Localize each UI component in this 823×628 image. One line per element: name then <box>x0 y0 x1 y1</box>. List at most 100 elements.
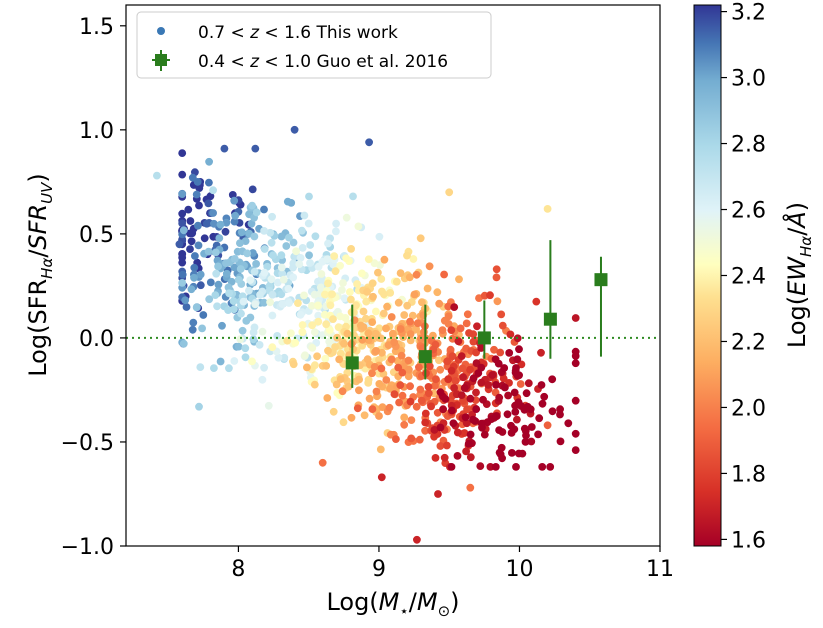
scatter-point <box>358 269 366 278</box>
scatter-point <box>403 251 411 260</box>
scatter-point <box>363 288 371 296</box>
scatter-point <box>444 302 453 311</box>
scatter-point <box>460 429 469 437</box>
scatter-point <box>522 389 531 398</box>
scatter-point <box>258 375 267 384</box>
scatter-point <box>432 375 440 384</box>
scatter-point <box>543 421 552 430</box>
scatter-point <box>347 295 355 304</box>
scatter-point <box>386 384 394 393</box>
scatter-point <box>278 300 287 308</box>
scatter-point <box>274 353 283 362</box>
scatter-point <box>513 355 522 364</box>
scatter-point <box>300 211 309 220</box>
scatter-point <box>339 279 347 287</box>
scatter-point <box>237 309 245 318</box>
scatter-point <box>355 386 363 395</box>
scatter-point <box>263 262 272 271</box>
scatter-point <box>571 446 580 454</box>
scatter-point <box>508 449 516 457</box>
guo-point <box>418 350 432 364</box>
scatter-point <box>314 317 323 326</box>
scatter-point <box>292 247 300 256</box>
scatter-point <box>246 276 255 284</box>
scatter-point <box>234 275 243 284</box>
scatter-point <box>268 343 277 352</box>
scatter-point <box>523 402 532 411</box>
scatter-point <box>360 411 369 420</box>
scatter-point <box>486 291 494 300</box>
scatter-point <box>269 251 277 260</box>
scatter-point <box>338 387 347 396</box>
scatter-point <box>329 407 338 416</box>
scatter-point <box>476 462 485 470</box>
guo-point <box>594 273 608 287</box>
scatter-point <box>215 234 224 243</box>
scatter-point <box>524 379 533 388</box>
scatter-point <box>250 232 259 241</box>
scatter-point <box>231 211 240 220</box>
scatter-point <box>222 218 231 227</box>
scatter-point <box>516 380 525 388</box>
scatter-point <box>310 380 319 389</box>
scatter-point <box>445 188 454 197</box>
scatter-point <box>506 330 515 339</box>
scatter-point <box>500 364 509 372</box>
scatter-point <box>196 281 205 290</box>
scatter-point <box>532 297 541 306</box>
colorbar-tick-label: 2.2 <box>731 330 766 355</box>
scatter-point <box>222 259 230 267</box>
scatter-point <box>396 269 405 277</box>
scatter-point <box>386 430 395 439</box>
scatter-point <box>548 375 557 384</box>
scatter-point <box>410 290 419 299</box>
scatter-point <box>230 217 239 226</box>
scatter-point <box>450 384 458 392</box>
scatter-point <box>424 389 433 398</box>
scatter-point <box>321 290 329 299</box>
scatter-point <box>396 381 405 389</box>
scatter-point <box>396 325 405 333</box>
scatter-point <box>375 380 384 388</box>
scatter-point <box>392 277 401 286</box>
legend-box <box>136 11 492 79</box>
scatter-point <box>375 356 383 364</box>
scatter-point <box>230 305 238 314</box>
scatter-point <box>424 383 433 391</box>
plot-frame <box>125 4 661 547</box>
scatter-point <box>338 286 346 294</box>
scatter-point <box>189 318 198 327</box>
scatter-point <box>277 232 286 241</box>
scatter-point <box>248 357 256 366</box>
scatter-point <box>186 245 194 254</box>
scatter-point <box>546 463 555 471</box>
scatter-point <box>229 297 238 305</box>
scatter-point <box>501 383 509 392</box>
scatter-point <box>182 303 191 311</box>
scatter-point <box>421 409 430 418</box>
scatter-point <box>318 458 327 467</box>
scatter-point <box>444 320 453 328</box>
scatter-point <box>236 239 244 248</box>
scatter-point <box>425 362 434 371</box>
scatter-point <box>494 359 503 368</box>
scatter-point <box>433 288 442 297</box>
scatter-point <box>374 268 382 277</box>
scatter-point <box>390 390 399 398</box>
scatter-point <box>323 255 332 263</box>
scatter-point <box>224 306 233 314</box>
scatter-point <box>260 205 268 214</box>
scatter-point <box>444 375 453 384</box>
y-axis-label: Log(SFRHα/SFRUV) <box>24 173 56 377</box>
scatter-point <box>277 290 286 299</box>
scatter-point <box>214 262 223 271</box>
scatter-point <box>284 284 293 293</box>
scatter-point <box>463 310 472 319</box>
scatter-point <box>260 227 268 235</box>
scatter-point <box>472 405 481 413</box>
scatter-point <box>218 321 226 330</box>
scatter-point <box>205 178 213 187</box>
scatter-point <box>382 376 391 384</box>
scatter-point <box>469 415 477 424</box>
scatter-point <box>225 289 234 298</box>
